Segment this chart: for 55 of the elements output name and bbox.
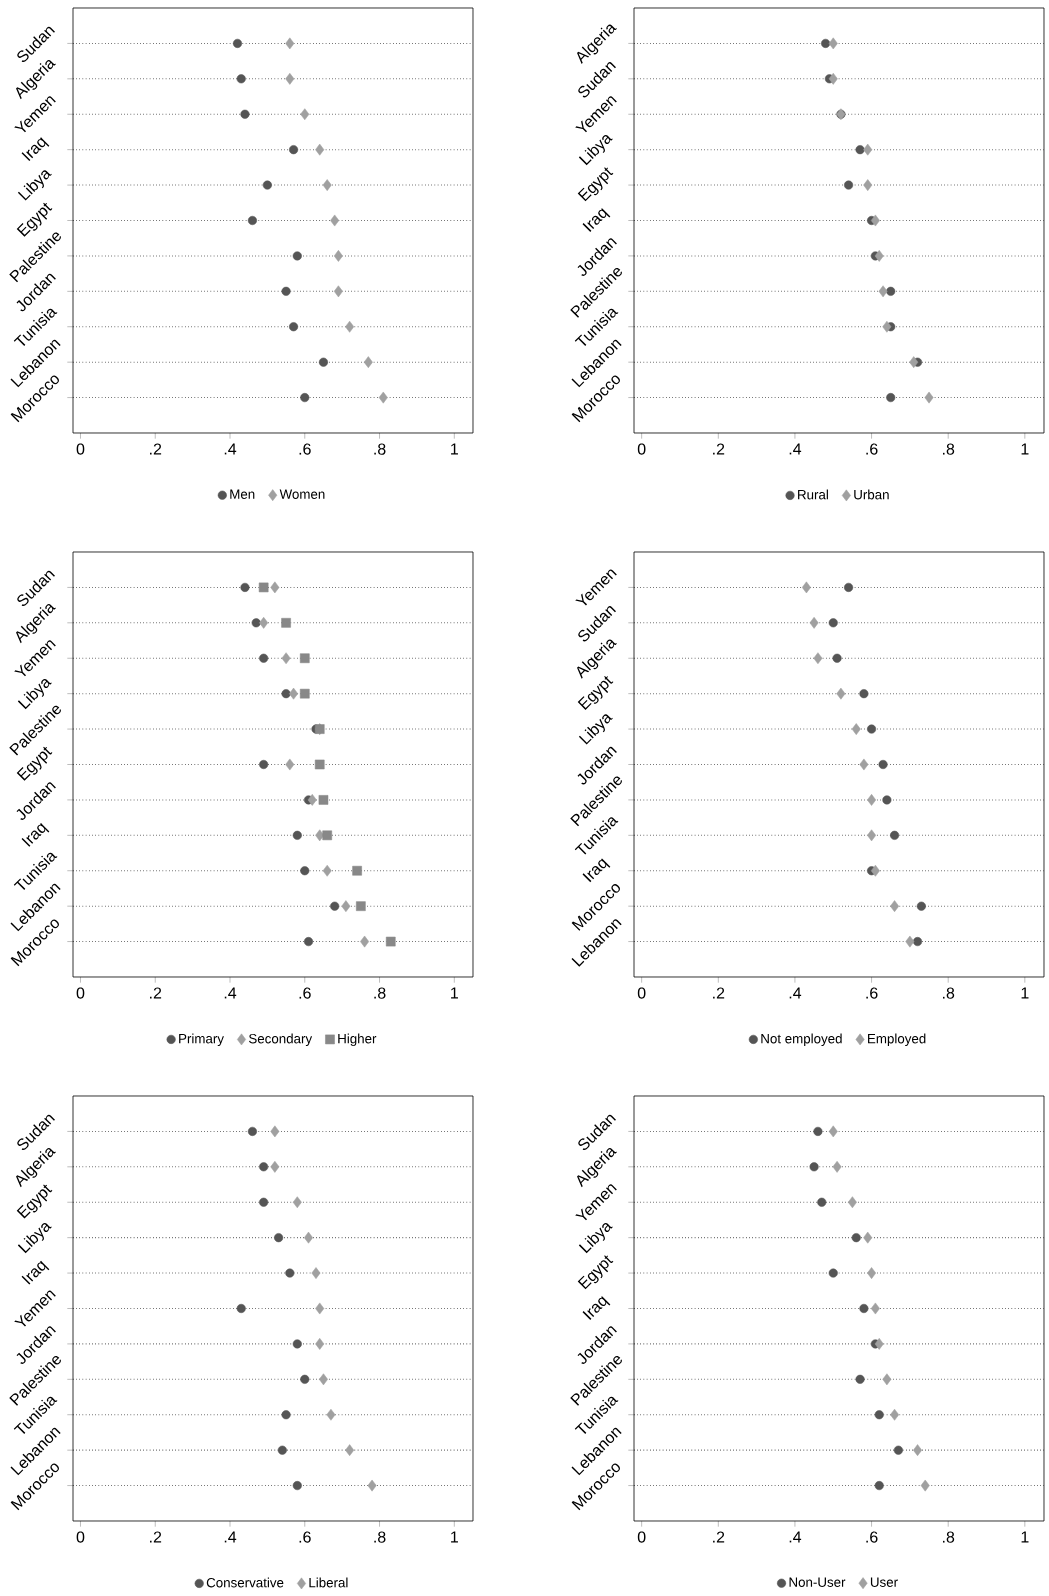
legend-label: Women <box>279 489 325 499</box>
y-tick-label: Iraq <box>21 822 50 847</box>
x-tick-label: .2 <box>713 1531 725 1543</box>
x-tick-label: .6 <box>299 443 311 455</box>
x-tick-label: .6 <box>299 987 311 999</box>
legend-label: Employed <box>868 1033 926 1047</box>
legend-label: Conservative <box>206 1577 284 1588</box>
x-tick-label: .2 <box>150 987 162 999</box>
x-tick-label: .8 <box>942 1531 955 1543</box>
x-tick-label: 1 <box>1021 987 1029 999</box>
x-tick-label: 1 <box>451 443 458 455</box>
legend-label: Primary <box>179 1033 224 1047</box>
x-tick-label: 0 <box>76 443 85 455</box>
x-tick-label: .2 <box>150 1531 162 1543</box>
x-tick-label: .2 <box>713 987 725 999</box>
x-tick-label: 1 <box>1021 1531 1029 1543</box>
x-tick-label: .6 <box>866 1531 878 1543</box>
x-tick-label: .4 <box>789 987 802 999</box>
y-tick-label: Iraq <box>582 208 611 232</box>
x-tick-label: .6 <box>866 987 878 999</box>
legend-label: Not employed <box>761 1033 842 1047</box>
x-tick-label: .2 <box>713 443 725 455</box>
legend-label: Higher <box>338 1033 377 1047</box>
x-tick-label: .6 <box>866 443 878 455</box>
x-tick-label: 0 <box>76 987 85 999</box>
x-tick-label: .8 <box>942 987 955 999</box>
legend-label: Secondary <box>248 1033 313 1047</box>
x-tick-label: 0 <box>637 987 646 999</box>
x-tick-label: 0 <box>637 1531 646 1543</box>
x-tick-label: .4 <box>224 443 237 455</box>
x-tick-label: .8 <box>374 443 386 455</box>
x-tick-label: .8 <box>374 1531 386 1543</box>
x-tick-label: 1 <box>451 987 458 999</box>
legend-label: Urban <box>854 489 889 500</box>
legend-label: Rural <box>798 489 828 500</box>
x-tick-label: 0 <box>76 1531 85 1543</box>
y-tick-label: Iraq <box>582 858 611 883</box>
x-tick-label: .8 <box>374 987 386 999</box>
x-tick-label: .6 <box>299 1531 311 1543</box>
y-tick-label: Iraq <box>21 137 50 162</box>
x-tick-label: .2 <box>150 443 162 455</box>
x-tick-label: .4 <box>789 1531 802 1543</box>
y-tick-label: Iraq <box>582 1296 611 1320</box>
x-tick-label: .4 <box>224 1531 237 1543</box>
y-tick-label: Iraq <box>21 1260 50 1285</box>
legend-label: Non-User <box>789 1577 846 1587</box>
x-tick-label: .8 <box>942 443 955 455</box>
legend-label: Liberal <box>309 1577 348 1588</box>
legend-label: Men <box>230 489 255 499</box>
x-tick-label: .4 <box>789 443 802 455</box>
x-tick-label: 1 <box>1021 443 1029 455</box>
legend-label: User <box>870 1577 898 1587</box>
x-tick-label: .4 <box>224 987 237 999</box>
x-tick-label: 0 <box>637 443 646 455</box>
x-tick-label: 1 <box>451 1531 458 1543</box>
